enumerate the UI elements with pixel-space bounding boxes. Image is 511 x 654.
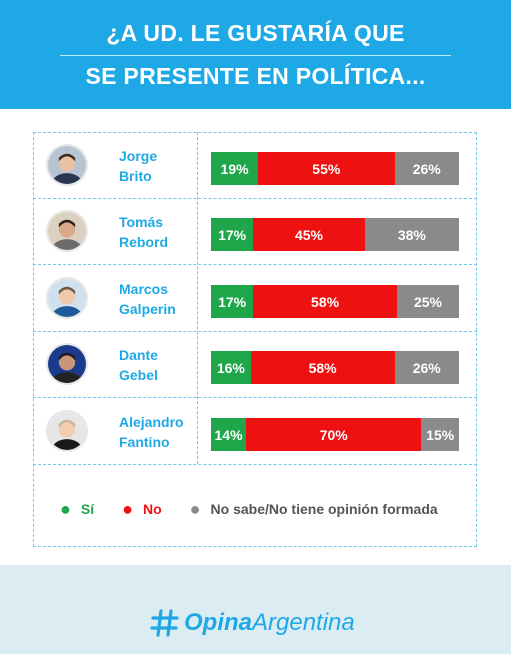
candidate-name: Dante Gebel	[119, 345, 219, 385]
candidate-name-line-2: Rebord	[119, 234, 168, 250]
legend-label-no: No	[142, 501, 162, 517]
candidate-name-line-2: Fantino	[119, 434, 170, 450]
candidate-name-line-1: Dante	[119, 347, 158, 363]
chart-row: Tomás Rebord 17% 45% 38%	[33, 198, 477, 264]
candidate-name-line-2: Galperin	[119, 301, 176, 317]
person-photo-icon	[46, 343, 88, 385]
candidate-name: Tomás Rebord	[119, 212, 219, 252]
row-divider	[33, 264, 477, 265]
title-line-1: ¿A UD. LE GUSTARÍA QUE	[106, 20, 405, 46]
chart-row: Alejandro Fantino 14% 70% 15%	[33, 398, 477, 464]
bar-segment-si: 17%	[211, 285, 254, 318]
candidate-name: Marcos Galperin	[119, 279, 219, 319]
logo-word-opina: Opina	[184, 609, 253, 636]
legend-item-si: ● Sí	[60, 500, 94, 518]
bar-segment-si: 17%	[211, 218, 254, 251]
stacked-bar: 17% 58% 25%	[211, 285, 459, 318]
bar-segment-ns: 26%	[394, 351, 459, 384]
stacked-bar: 16% 58% 26%	[211, 351, 459, 384]
row-divider	[33, 198, 477, 199]
chart-panel	[33, 132, 477, 547]
candidate-name: Jorge Brito	[119, 146, 219, 186]
stacked-bar: 17% 45% 38%	[211, 218, 459, 251]
bar-segment-no: 45%	[253, 218, 365, 251]
person-photo-icon	[46, 210, 88, 252]
bar-segment-ns: 25%	[396, 285, 459, 318]
candidate-name-line-2: Gebel	[119, 367, 158, 383]
hashtag-icon	[150, 609, 179, 637]
candidate-name: Alejandro Fantino	[119, 412, 219, 452]
chart-row: Marcos Galperin 17% 58% 25%	[33, 265, 477, 331]
legend-label-si: Sí	[80, 501, 95, 517]
footer: Opina Argentina	[0, 565, 511, 654]
bar-segment-ns: 38%	[364, 218, 459, 251]
person-photo-icon	[46, 144, 88, 186]
chart-row: Jorge Brito 19% 55% 26%	[33, 132, 477, 198]
stacked-bar: 14% 70% 15%	[211, 418, 459, 451]
candidate-name-line-1: Marcos	[119, 281, 169, 297]
chart-row: Dante Gebel 16% 58% 26%	[33, 331, 477, 397]
candidate-name-line-2: Brito	[119, 168, 152, 184]
bar-segment-no: 55%	[258, 152, 395, 185]
bar-segment-si: 19%	[211, 152, 259, 185]
legend-dot-ns: ●	[189, 499, 201, 519]
person-photo-icon	[46, 277, 88, 319]
opina-argentina-logo: Opina Argentina	[150, 608, 355, 638]
candidate-name-line-1: Alejandro	[119, 414, 184, 430]
column-divider	[197, 132, 198, 464]
title-line-2: SE PRESENTE EN POLÍTICA...	[85, 63, 426, 89]
candidate-name-line-1: Jorge	[119, 148, 158, 164]
title-divider	[60, 55, 451, 56]
bar-segment-si: 16%	[211, 351, 251, 384]
logo-word-argentina: Argentina	[252, 609, 355, 636]
row-divider	[33, 397, 477, 398]
legend: ● Sí ● No ● No sabe/No tiene opinión for…	[60, 498, 466, 520]
stacked-bar: 19% 55% 26%	[211, 152, 459, 185]
legend-item-ns: ● No sabe/No tiene opinión formada	[190, 500, 438, 518]
candidate-name-line-1: Tomás	[119, 214, 164, 230]
row-divider	[33, 464, 477, 465]
bar-segment-ns: 15%	[421, 418, 459, 451]
bar-segment-ns: 26%	[394, 152, 459, 185]
row-divider	[33, 331, 477, 332]
bar-segment-no: 70%	[246, 418, 422, 451]
header-banner: ¿A UD. LE GUSTARÍA QUE SE PRESENTE EN PO…	[0, 0, 511, 109]
bar-segment-si: 14%	[211, 418, 247, 451]
legend-label-ns: No sabe/No tiene opinión formada	[210, 501, 438, 517]
legend-dot-no: ●	[122, 499, 133, 519]
bar-segment-no: 58%	[250, 351, 395, 384]
legend-dot-si: ●	[60, 499, 71, 519]
person-photo-icon	[46, 410, 88, 452]
legend-item-no: ● No	[122, 500, 162, 518]
bar-segment-no: 58%	[253, 285, 397, 318]
